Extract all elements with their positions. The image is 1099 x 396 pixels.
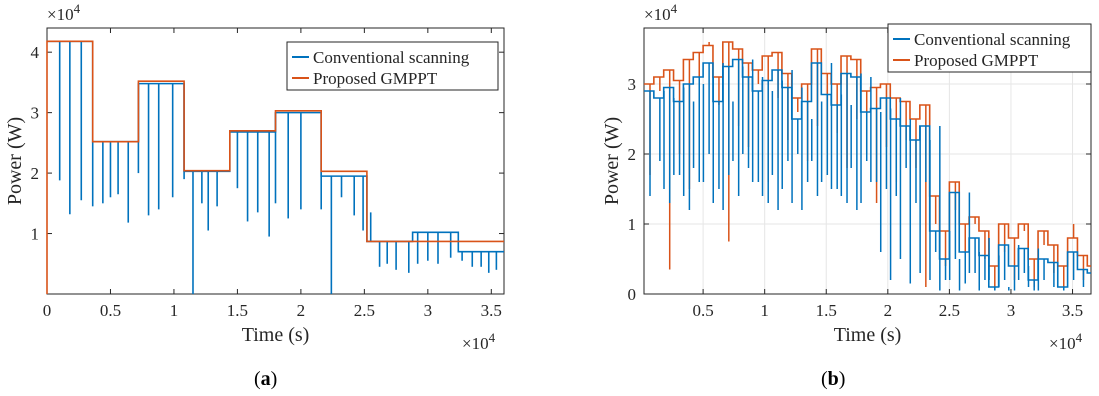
panel-a-ytick-label: 4 bbox=[31, 43, 40, 62]
panel-b-legend-label: Proposed GMPPT bbox=[914, 51, 1039, 70]
panel-a-y-exponent: ×104 bbox=[47, 1, 81, 24]
panel-b-xlabel: Time (s) bbox=[834, 324, 902, 346]
panel-a-xtick-label: 3 bbox=[424, 301, 433, 320]
panel-b-legend-label: Conventional scanning bbox=[914, 30, 1071, 49]
panel-b-x-exponent: ×104 bbox=[1049, 330, 1083, 353]
panel-a-xlabel: Time (s) bbox=[242, 324, 310, 346]
panel-b-xtick-label: 2 bbox=[884, 301, 893, 320]
panel-a-ytick-label: 2 bbox=[31, 164, 40, 183]
panel-b-xtick-label: 3.5 bbox=[1062, 301, 1083, 320]
caption-a: (a) bbox=[254, 368, 278, 390]
panel-b-plot-area bbox=[644, 41, 1091, 291]
panel-a-ytick-label: 1 bbox=[31, 225, 40, 244]
panel-a-xtick-label: 0.5 bbox=[100, 301, 121, 320]
panel-b-ytick-label: 2 bbox=[628, 145, 637, 164]
panel-b-xtick-label: 1.5 bbox=[816, 301, 837, 320]
panel-b-xtick-label: 1 bbox=[760, 301, 769, 320]
panel-b-xtick-label: 2.5 bbox=[939, 301, 960, 320]
panel-b-ytick-label: 0 bbox=[628, 285, 637, 304]
panel-a-xtick-label: 1 bbox=[170, 301, 179, 320]
caption-b-letter: b bbox=[827, 368, 839, 390]
panel-a-xtick-label: 2 bbox=[297, 301, 306, 320]
panel-a-xtick-label: 0 bbox=[43, 301, 52, 320]
panel-a-legend-label: Conventional scanning bbox=[313, 48, 470, 67]
panel-a-gmppt-line bbox=[46, 40, 504, 294]
panel-b-ylabel: Power (W) bbox=[601, 117, 623, 205]
panel-b-xtick-label: 0.5 bbox=[692, 301, 713, 320]
panel-b-xtick-label: 3 bbox=[1007, 301, 1016, 320]
panel-a-legend bbox=[286, 41, 499, 91]
panel-a-xtick-label: 3.5 bbox=[481, 301, 502, 320]
panel-b-axes-frame bbox=[643, 27, 1092, 295]
caption-b: (b) bbox=[821, 368, 846, 390]
panel-b-ytick-label: 1 bbox=[628, 215, 637, 234]
panel-b-legend bbox=[887, 23, 1092, 73]
panel-a-x-exponent: ×104 bbox=[462, 330, 496, 353]
panel-b-y-exponent: ×104 bbox=[644, 1, 678, 24]
panel-a-xtick-label: 2.5 bbox=[354, 301, 375, 320]
panel-a-legend-label: Proposed GMPPT bbox=[313, 69, 438, 88]
panel-a-ytick-label: 3 bbox=[31, 104, 40, 123]
panel-b-ytick-label: 3 bbox=[628, 75, 637, 94]
panel-a-xtick-label: 1.5 bbox=[227, 301, 248, 320]
panel-a-ylabel: Power (W) bbox=[4, 117, 26, 205]
caption-a-letter: a bbox=[260, 368, 271, 390]
